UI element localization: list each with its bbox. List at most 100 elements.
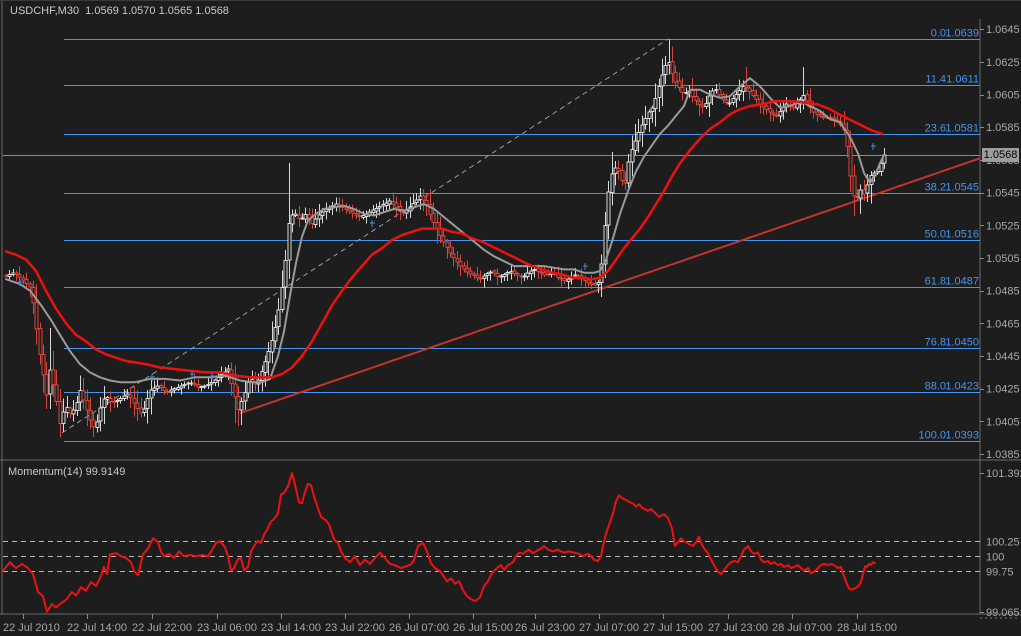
- time-axis-label: 23 Jul 14:00: [261, 622, 321, 634]
- candle-bull: [324, 209, 329, 213]
- candle-bear: [852, 175, 857, 197]
- momentum-level-label: 100: [986, 552, 1004, 564]
- momentum-line: [2, 472, 876, 613]
- candle-bull: [179, 385, 184, 389]
- candle-bull: [118, 397, 123, 401]
- candle-bear: [744, 85, 749, 88]
- candle-bear: [512, 270, 517, 274]
- candle-bear: [562, 278, 567, 282]
- candle-bear: [448, 246, 453, 254]
- candle-bull: [276, 309, 281, 327]
- time-axis-label: 27 Jul 15:00: [643, 622, 703, 634]
- candle-bull: [61, 411, 66, 425]
- fib-pct-label: 76.8: [925, 337, 946, 349]
- candle-bear: [845, 129, 850, 148]
- price-axis-label: 1.0505: [986, 253, 1020, 265]
- candle-bear: [297, 214, 302, 220]
- candle-bull: [599, 263, 604, 283]
- candle-bear: [354, 212, 359, 216]
- candle-bear: [34, 301, 39, 330]
- candle-bull: [206, 383, 211, 387]
- candle-bear: [455, 258, 460, 263]
- candle-bull: [243, 392, 248, 402]
- candle-bull: [290, 214, 295, 225]
- candle-bear: [774, 114, 779, 117]
- time-axis-label: 26 Jul 07:00: [389, 622, 449, 634]
- candle-bull: [374, 207, 379, 212]
- candle-bear: [85, 400, 90, 411]
- candle-bull: [317, 214, 322, 220]
- candle-bear: [394, 202, 399, 208]
- candle-bull: [640, 124, 645, 133]
- fib-price-label: 1.0581: [945, 123, 979, 135]
- candle-bull: [414, 199, 419, 204]
- candle-bear: [670, 61, 675, 75]
- candle-bull: [387, 200, 392, 205]
- time-axis-label: 28 Jul 07:00: [772, 622, 832, 634]
- candle-bear: [445, 241, 450, 249]
- candle-bull: [95, 421, 100, 428]
- candle-bear: [451, 253, 456, 259]
- fib-price-label: 1.0487: [945, 276, 979, 288]
- candle-bear: [24, 279, 29, 284]
- candle-bull: [213, 379, 218, 384]
- momentum-max-label: 101.3928: [986, 468, 1021, 480]
- candle-bear: [54, 384, 59, 402]
- candle-bear: [478, 277, 483, 280]
- candle-bear: [620, 169, 625, 182]
- momentum-min-label: 99.0651: [986, 607, 1021, 619]
- candle-bull: [202, 385, 207, 388]
- candle-bull: [182, 384, 187, 386]
- candle-bear: [700, 104, 705, 108]
- candle-bear: [233, 383, 238, 398]
- candle-bear: [159, 385, 164, 389]
- candle-bear: [91, 419, 96, 427]
- candle-bull: [795, 103, 800, 109]
- price-axis-label: 1.0625: [986, 57, 1020, 69]
- candle-bear: [818, 114, 823, 117]
- candle-bear: [475, 274, 480, 278]
- candle-bull: [263, 361, 268, 374]
- time-axis-label: 23 Jul 06:00: [197, 622, 257, 634]
- candle-bear: [724, 99, 729, 104]
- fib-price-label: 1.0393: [945, 430, 979, 442]
- candle-bear: [771, 112, 776, 116]
- ma-slow-line: [4, 99, 884, 379]
- candle-bull: [266, 351, 271, 363]
- candle-bear: [677, 80, 682, 89]
- candle-bear: [492, 270, 497, 274]
- ma-fast-line: [5, 77, 885, 384]
- price-axis-label: 1.0465: [986, 318, 1020, 330]
- candle-bull: [657, 86, 662, 99]
- candle-bull: [142, 408, 147, 413]
- candle-bull: [283, 260, 288, 288]
- candle-bear: [754, 95, 759, 101]
- candle-bull: [606, 191, 611, 226]
- candle-bear: [768, 108, 773, 113]
- price-axis-label: 1.0405: [986, 416, 1020, 428]
- candle-bull: [169, 389, 174, 393]
- price-axis-label: 1.0445: [986, 351, 1020, 363]
- fib-pct-label: 23.6: [925, 123, 946, 135]
- price-axis-label: 1.0605: [986, 90, 1020, 102]
- candle-bear: [421, 195, 426, 201]
- time-axis-label: 28 Jul 15:00: [837, 622, 897, 634]
- candle-bull: [488, 271, 493, 274]
- candle-bear: [51, 369, 56, 385]
- candle-bull: [273, 326, 278, 342]
- candle-bull: [320, 211, 325, 216]
- fib-pct-label: 61.8: [925, 276, 946, 288]
- candle-bear: [38, 328, 43, 356]
- candle-bull: [172, 388, 177, 391]
- candle-bear: [717, 88, 722, 96]
- candle-bull: [653, 97, 658, 109]
- candle-bull: [660, 74, 665, 87]
- candle-bear: [821, 116, 826, 118]
- candle-bull: [313, 218, 318, 225]
- candle-bull: [727, 102, 732, 105]
- candle-bull: [778, 110, 783, 117]
- candle-bear: [165, 390, 170, 393]
- candle-bull: [505, 272, 510, 275]
